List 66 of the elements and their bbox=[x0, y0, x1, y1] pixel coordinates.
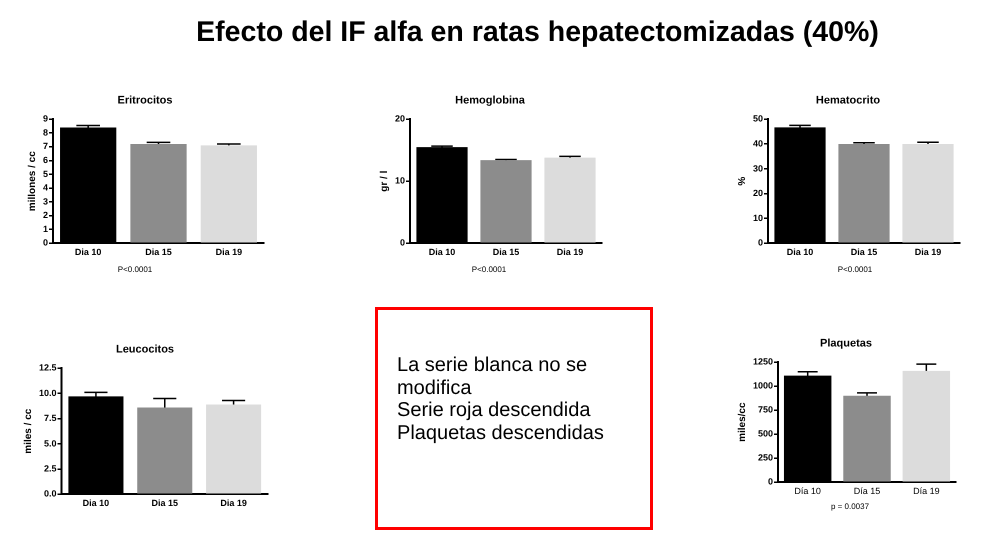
y-tick-label: 0 bbox=[768, 476, 774, 487]
y-tick-label: 1 bbox=[42, 224, 48, 234]
y-tick-label: 0 bbox=[400, 238, 406, 248]
text: P<0.0001 bbox=[838, 265, 872, 275]
chart-title: Plaquetas bbox=[820, 338, 872, 350]
bar bbox=[843, 396, 891, 482]
chart-title: Hematocrito bbox=[816, 94, 880, 107]
x-tick-label: Dia 15 bbox=[145, 247, 172, 258]
x-tick-label: Dia 19 bbox=[216, 247, 242, 258]
y-tick-label: 12.5 bbox=[38, 362, 57, 373]
y-tick-label: 6 bbox=[42, 155, 48, 166]
chart-title: Eritrocitos bbox=[117, 94, 173, 107]
x-tick-label: Día 10 bbox=[794, 486, 821, 496]
y-tick-label: 4 bbox=[42, 182, 48, 193]
text: p = 0.0037 bbox=[830, 502, 870, 512]
x-tick-label: Dia 19 bbox=[220, 498, 247, 508]
y-tick-label: 3 bbox=[42, 196, 48, 206]
y-axis-title: gr / l bbox=[378, 170, 390, 192]
chart-title: Hemoglobina bbox=[455, 94, 526, 107]
x-tick-label: Dia 15 bbox=[151, 498, 178, 508]
x-tick-label: Dia 15 bbox=[850, 247, 878, 258]
y-tick-label: 0 bbox=[42, 238, 48, 248]
y-axis-title: miles / cc bbox=[22, 408, 34, 454]
y-tick-label: 0.0 bbox=[44, 488, 57, 499]
bar bbox=[902, 370, 950, 482]
y-tick-label: 0 bbox=[758, 238, 764, 248]
x-tick-label: Dia 19 bbox=[914, 247, 942, 258]
y-tick-label: 10 bbox=[394, 176, 406, 186]
y-tick-label: 30 bbox=[752, 163, 764, 174]
x-tick-label: Dia 19 bbox=[556, 247, 584, 258]
x-tick-label: Dia 10 bbox=[82, 498, 110, 508]
bar bbox=[544, 158, 596, 242]
y-tick-label: 5.0 bbox=[44, 438, 57, 448]
y-tick-label: 1000 bbox=[752, 380, 774, 391]
y-tick-label: 750 bbox=[758, 404, 774, 415]
y-axis-title: millones / cc bbox=[26, 150, 38, 212]
chart-title: Leucocitos bbox=[116, 344, 174, 356]
y-tick-label: 9 bbox=[42, 114, 48, 124]
y-tick-label: 250 bbox=[758, 452, 774, 463]
text: Efecto del IF alfa en ratas hepatectomizadas (40%) bbox=[195, 15, 880, 49]
x-tick-label: Día 19 bbox=[913, 486, 940, 496]
y-tick-label: 10.0 bbox=[38, 388, 57, 398]
text: P<0.0001 bbox=[118, 265, 152, 275]
x-tick-label: Día 15 bbox=[854, 486, 880, 496]
y-tick-label: 500 bbox=[758, 428, 774, 439]
y-axis-title: miles/cc bbox=[736, 402, 748, 442]
y-tick-label: 7.5 bbox=[44, 413, 57, 424]
y-tick-label: 1250 bbox=[752, 356, 774, 367]
x-tick-label: Dia 10 bbox=[74, 247, 102, 258]
x-tick-label: Dia 10 bbox=[786, 247, 814, 258]
frame: La serie blanca no se modifica Serie roja descendida Plaquetas descendidas bbox=[375, 307, 653, 530]
y-tick-label: 2.5 bbox=[44, 463, 57, 474]
y-tick-label: 2 bbox=[42, 210, 48, 220]
y-tick-label: 5 bbox=[42, 168, 48, 179]
y-axis-title: % bbox=[736, 176, 748, 186]
y-tick-label: 8 bbox=[42, 127, 48, 138]
y-tick-label: 50 bbox=[752, 114, 764, 124]
y-tick-label: 7 bbox=[42, 141, 48, 152]
text: P<0.0001 bbox=[472, 265, 506, 275]
y-tick-label: 40 bbox=[752, 138, 764, 148]
y-tick-label: 10 bbox=[752, 212, 764, 223]
x-tick-label: Dia 15 bbox=[492, 247, 520, 258]
x-tick-label: Dia 10 bbox=[428, 247, 456, 258]
y-tick-label: 20 bbox=[752, 188, 764, 198]
y-tick-label: 20 bbox=[394, 114, 406, 124]
bar bbox=[480, 160, 532, 242]
